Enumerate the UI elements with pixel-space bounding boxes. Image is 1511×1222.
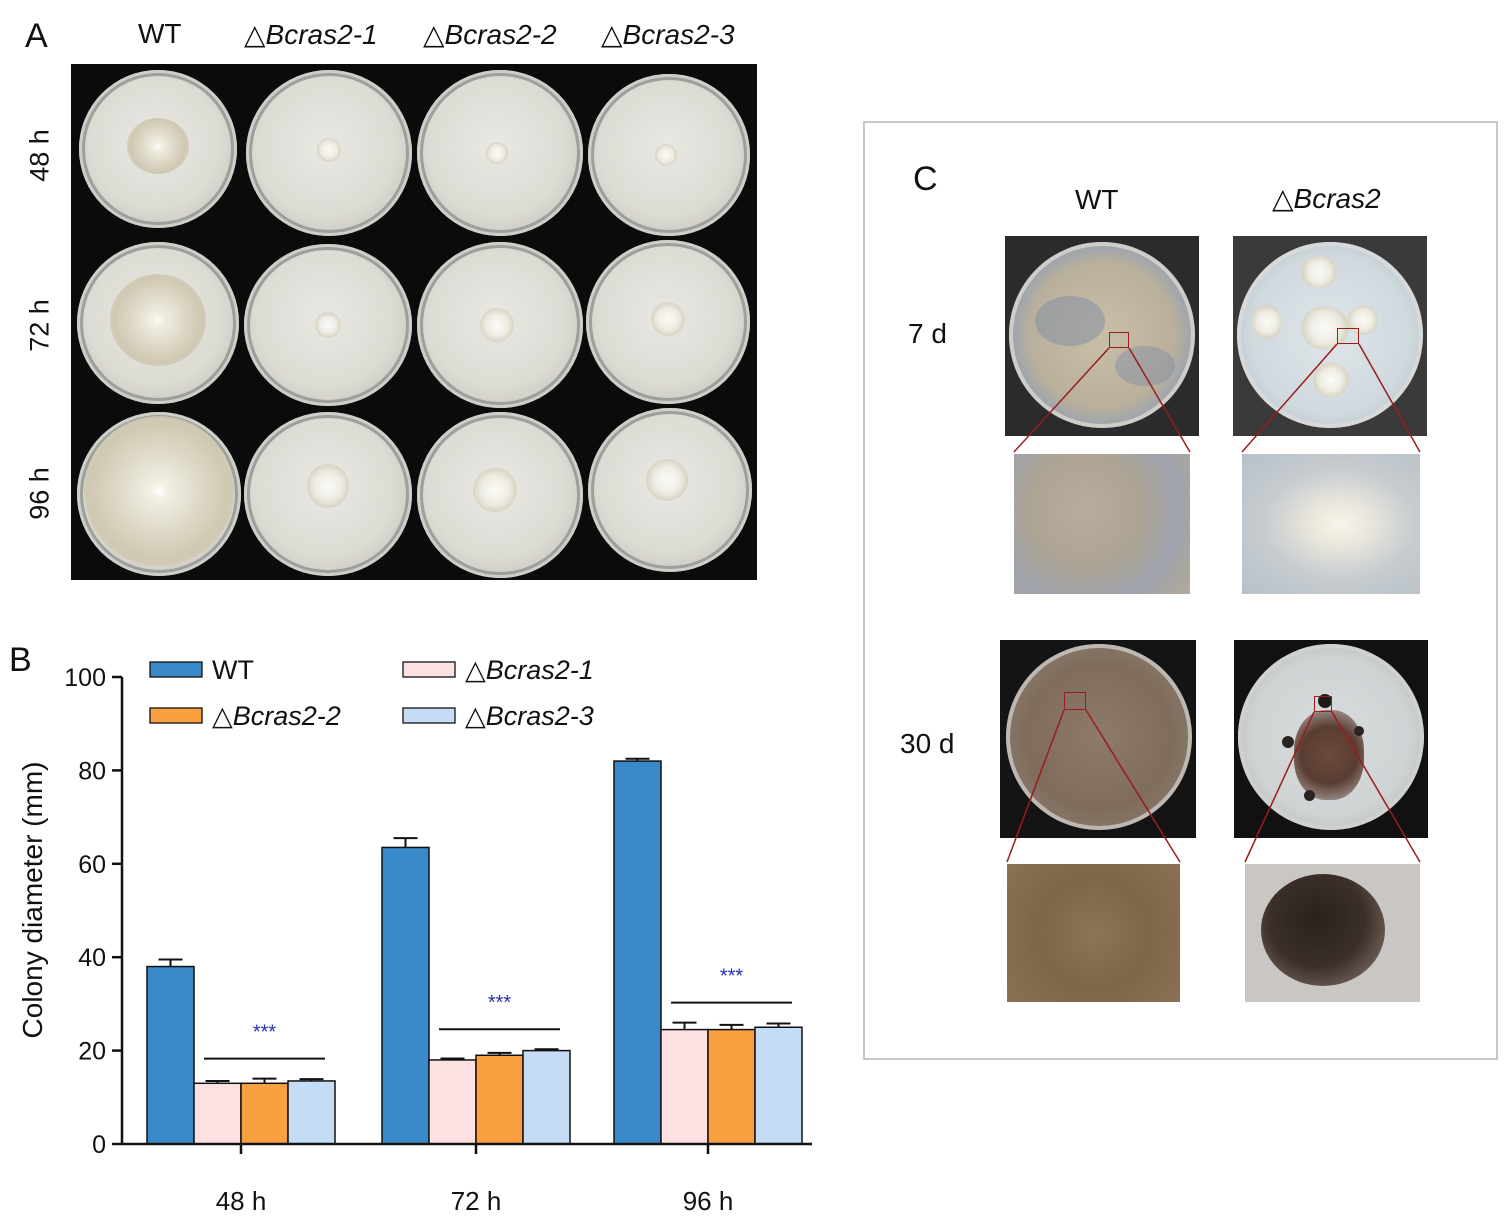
significance-label: ***: [488, 992, 512, 1014]
plate-photo-wt-30d: [1000, 640, 1196, 838]
colony: [645, 459, 688, 502]
legend-label: WT: [212, 655, 254, 685]
bar: [707, 1028, 756, 1145]
plate-photo-bcras2-7d: [1233, 236, 1427, 436]
colony: [317, 137, 341, 162]
panel-a-col-header-bcras2-2: △Bcras2-2: [423, 19, 557, 50]
legend-label: △Bcras2-2: [212, 701, 341, 731]
y-tick-label: 40: [78, 944, 106, 972]
panel-a-col-header-bcras2-3: △Bcras2-3: [601, 19, 735, 50]
panel-c-col-header-bcras2: △Bcras2: [1272, 183, 1381, 214]
plate-photo-wt-7d: [1005, 236, 1199, 436]
bars: [146, 757, 803, 1145]
plate-wt-48h: [79, 70, 237, 228]
plate-bcras2-2-96h: [417, 412, 583, 578]
colony: [651, 301, 685, 336]
zoom-box: [1337, 328, 1359, 344]
colony-diameter-bar-chart: 0 20 40 60 80 100 48 h 72 h 96 h *** *** *** WT △B…: [17, 655, 812, 1216]
colony: [654, 144, 677, 166]
y-tick-label: 80: [78, 757, 106, 785]
legend: WT △Bcras2-1 △Bcras2-2 △Bcras2-3: [149, 655, 594, 731]
panel-a-col-header-wt: WT: [138, 18, 182, 49]
y-tick-label: 20: [78, 1038, 106, 1066]
significance-markers: *** *** ***: [204, 966, 792, 1060]
legend-label: △Bcras2-1: [465, 655, 594, 685]
plate-wt-96h: [77, 412, 241, 576]
bar: [287, 1080, 336, 1145]
legend-swatch: [402, 707, 456, 724]
plate-bcras2-1-48h: [246, 70, 412, 236]
bar: [428, 1059, 477, 1145]
legend-label: △Bcras2-3: [465, 701, 594, 731]
panel-c-row-label-30d: 30 d: [900, 728, 955, 759]
panel-c-box: [863, 121, 1498, 1060]
colony: [473, 468, 518, 513]
bar: [146, 965, 195, 1145]
zoom-box: [1064, 692, 1086, 710]
panel-c-letter: C: [913, 160, 938, 198]
y-tick-label: 60: [78, 851, 106, 879]
y-axis-label: Colony diameter (mm): [17, 762, 48, 1039]
plate-bcras2-1-72h: [244, 244, 412, 406]
plate-bcras2-2-48h: [417, 70, 583, 236]
plate-photo-bcras2-30d: [1234, 640, 1428, 838]
panel-b-letter: B: [9, 641, 32, 679]
plate-bcras2-1-96h: [244, 412, 412, 576]
colony: [485, 142, 508, 164]
colony: [479, 308, 514, 342]
y-axis: 0 20 40 60 80 100: [64, 664, 124, 1159]
significance-label: ***: [253, 1022, 277, 1044]
zoom-inset-wt-30d: [1007, 864, 1180, 1002]
plate-bcras2-3-96h: [588, 408, 752, 572]
x-tick-label: 72 h: [451, 1186, 502, 1216]
y-tick-label: 0: [92, 1131, 106, 1159]
plate-wt-72h: [77, 242, 239, 404]
zoom-inset-bcras2-7d: [1242, 454, 1420, 594]
colony: [110, 273, 206, 366]
significance-label: ***: [720, 966, 744, 988]
legend-swatch: [149, 661, 203, 678]
panel-c-col-header-wt: WT: [1075, 184, 1119, 215]
plate-bcras2-2-72h: [417, 242, 583, 408]
zoom-box: [1314, 696, 1332, 712]
x-tick-label: 96 h: [683, 1186, 734, 1216]
zoom-box: [1109, 332, 1129, 348]
colony: [315, 312, 341, 338]
panel-a-plate-photo: [71, 64, 757, 580]
zoom-inset-bcras2-30d: [1245, 864, 1420, 1002]
panel-c-row-label-7d: 7 d: [908, 318, 947, 349]
plate-bcras2-3-48h: [588, 74, 750, 236]
colony: [84, 415, 234, 566]
legend-swatch: [402, 661, 456, 678]
y-tick-label: 100: [64, 664, 106, 692]
panel-a-letter: A: [25, 17, 48, 55]
plate-bcras2-3-72h: [586, 240, 750, 404]
colony: [127, 117, 189, 174]
legend-swatch: [149, 707, 203, 724]
x-tick-label: 48 h: [216, 1186, 267, 1216]
zoom-inset-wt-7d: [1014, 454, 1190, 594]
colony: [307, 463, 349, 508]
panel-a-col-header-bcras2-1: △Bcras2-1: [244, 19, 378, 50]
x-axis: 48 h 72 h 96 h: [122, 1142, 812, 1216]
